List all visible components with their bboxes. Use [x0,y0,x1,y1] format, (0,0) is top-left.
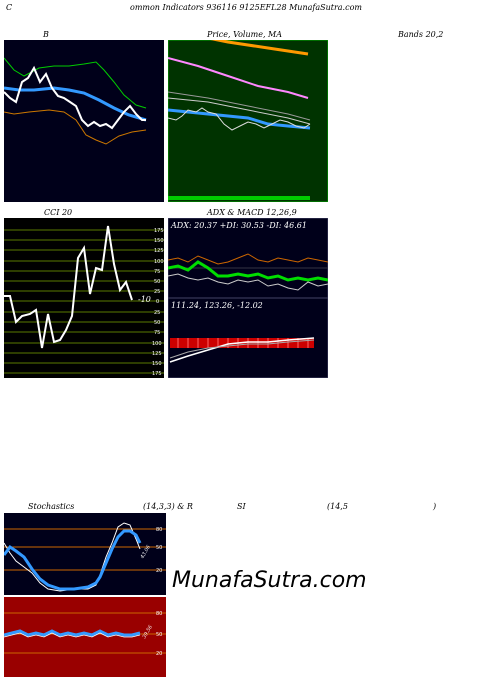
adx-green-line [168,260,328,282]
price-ma-label: Price, Volume, MA [207,30,283,39]
macd-text: 111.24, 123.26, -12.02 [171,301,263,310]
macd-signal-line [169,339,315,359]
header-left-letter: C [6,3,13,12]
stoch-d-line [4,529,142,591]
watermark: MunafaSutra.com [172,568,367,593]
cci-tick: 100 [154,259,164,265]
stoch-k-line [4,522,141,592]
cci-tick: 25 [154,289,160,295]
bollinger-label: B [43,30,49,39]
price-line [168,107,311,131]
macd-chart: 111.24, 123.26, -12.02 [168,298,328,378]
cci-chart: 175 150 125 100 75 50 25 0 25 50 75 100 … [4,218,164,378]
cci-line [4,225,133,349]
price-volume-ma-chart [168,40,328,202]
volume-bars [168,196,310,200]
rsi-label: SI [237,502,246,511]
rsi-params-label: (14,5 [327,502,348,511]
bollinger-middle-band [4,86,147,122]
cci-tick: 25 [154,310,160,316]
cci-tick: 75 [154,330,160,336]
stoch-tick: 50 [156,545,162,551]
cci-tick: 150 [154,238,164,244]
rsi-white-line [4,632,141,638]
header-title: ommon Indicators 936116 9125EFL28 Munafa… [130,3,362,12]
macd-line [169,337,315,363]
adx-orange-line [168,253,328,265]
adx-chart: ADX: 20.37 +DI: 30.53 -DI: 46.61 [168,218,328,298]
rsi-tick: 80 [156,611,162,617]
cci-tick: 75 [154,269,160,275]
rsi-close-paren: ) [433,502,437,511]
stoch-tick: 80 [156,527,162,533]
ma-white-line-2 [168,97,311,125]
ma-blue-line [168,108,311,130]
bollinger-upper-band [4,57,147,109]
bollinger-price-line [4,65,146,130]
stochastics-params-label: (14,3,3) & R [143,502,193,511]
stoch-tick: 20 [156,568,162,574]
cci-tick: 50 [154,279,160,285]
stochastics-label: Stochastics [28,502,75,511]
cci-tick: 100 [152,341,162,347]
cci-tick: 175 [152,371,162,377]
stochastics-chart: 80 50 20 43.06 [4,513,166,595]
cci-label: CCI 20 [44,208,73,217]
bollinger-lower-band [4,109,147,145]
cci-tick: 175 [154,228,164,234]
bollinger-right-label: Bands 20,2 [398,30,444,39]
adx-text: ADX: 20.37 +DI: 30.53 -DI: 46.61 [170,221,307,230]
ma-orange-line [210,40,309,56]
rsi-tick: 20 [156,651,162,657]
ma-pink-line [168,57,309,99]
rsi-tick: 50 [156,632,162,638]
cci-tick: 125 [152,351,162,357]
ma-gray-line [168,91,311,121]
bollinger-chart [4,40,164,202]
adx-white-line [168,273,328,291]
cci-value: -10 [138,295,151,304]
cci-tick: 125 [154,248,164,254]
cci-tick: 150 [152,361,162,367]
rsi-line [4,629,141,637]
rsi-chart: 80 50 20 39.56 [4,597,166,677]
cci-tick: 50 [154,320,160,326]
cci-tick: 0 [156,299,159,305]
adx-macd-label: ADX & MACD 12,26,9 [207,208,297,217]
